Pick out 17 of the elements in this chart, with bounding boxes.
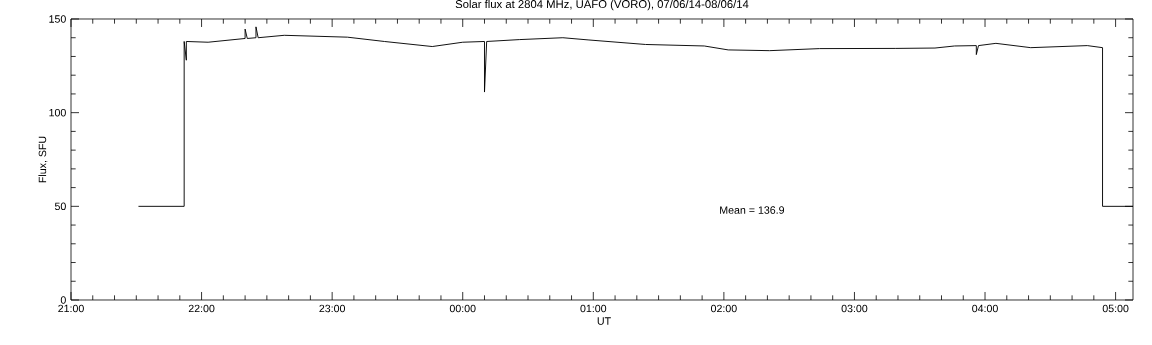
chart-title: Solar flux at 2804 MHz, UAFO (VORO), 07/06/14-08/06/14 [455,0,749,11]
x-tick-label: 05:00 [1102,304,1129,313]
x-tick-label: 22:00 [188,304,215,313]
annotation: Mean = 136.9 [720,206,785,214]
y-tick-label: 0 [60,296,66,304]
x-tick-label: 23:00 [319,304,346,313]
x-tick-label: 00:00 [449,304,476,313]
x-tick-label: 21:00 [58,304,84,313]
y-tick-label: 100 [49,108,66,117]
x-axis-title: UT [597,317,611,325]
x-tick-label: 01:00 [580,304,607,313]
y-tick-label: 50 [54,202,66,211]
x-tick-label: 02:00 [710,304,737,313]
y-axis-title: Flux, SFU [38,136,48,183]
y-tick-label: 150 [49,15,66,23]
x-tick-label: 03:00 [841,304,868,313]
x-tick-label: 04:00 [972,304,998,313]
